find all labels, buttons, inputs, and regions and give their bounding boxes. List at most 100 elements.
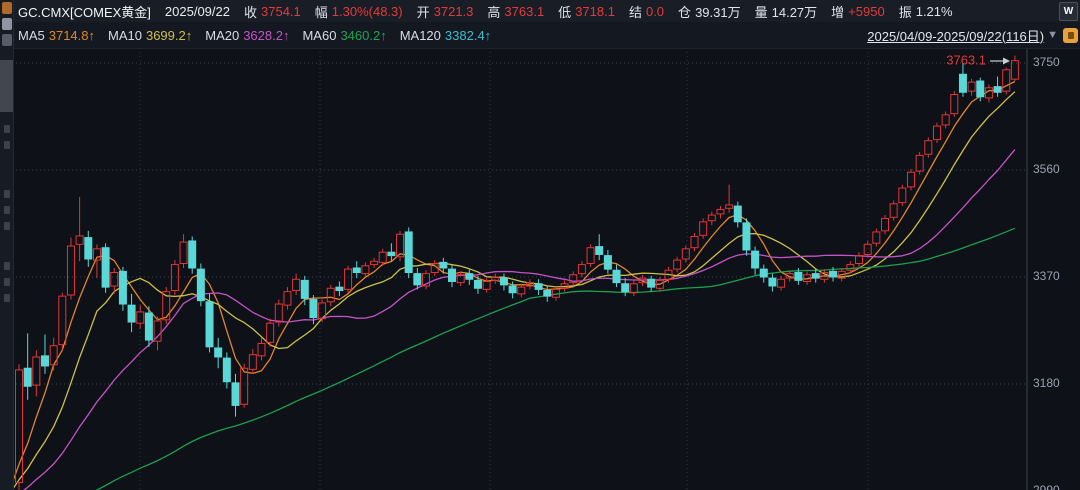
candle <box>803 274 812 283</box>
candle <box>274 303 283 323</box>
candle <box>335 286 344 292</box>
candle <box>66 245 75 296</box>
ma-legend-ma20: MA20 3628.2↑ <box>205 27 290 43</box>
candle <box>110 271 119 287</box>
candle <box>162 291 171 321</box>
candle <box>699 221 708 236</box>
quote-fields: 收 3754.1 幅 1.30%(48.3) 开 3721.3 高 3763.1 低 3718.1… <box>244 2 967 21</box>
app-logo-badge: W <box>1059 2 1078 21</box>
candle <box>560 283 569 289</box>
candle <box>898 187 907 204</box>
candle <box>690 235 699 249</box>
candle <box>84 237 93 260</box>
candle <box>612 269 621 284</box>
candle <box>551 288 560 298</box>
candle <box>855 255 864 264</box>
toolbar-icon-fragment-2[interactable] <box>2 18 12 30</box>
ma-legend: MA5 3714.8↑ MA10 3699.2↑ MA20 3628.2↑ MA60 3460… <box>18 28 504 43</box>
candle <box>49 345 58 366</box>
quote-field-结: 结 0.0 <box>628 3 665 20</box>
candle <box>751 250 760 269</box>
candle <box>136 311 145 324</box>
candle <box>318 302 327 320</box>
ma20-line <box>23 149 1016 490</box>
candle <box>525 282 534 287</box>
left-toolbar-strip[interactable] <box>0 0 14 490</box>
candle <box>422 273 431 287</box>
candle <box>863 243 872 255</box>
candle <box>673 259 682 270</box>
candle <box>733 205 742 223</box>
quote-date: 2025/09/22 <box>164 3 230 19</box>
candlestick-chart[interactable]: 3750 3560 3370 3180 2990 3763.1 <box>0 48 1080 490</box>
symbol-title: GC.CMX[COMEX黄金] <box>18 4 151 20</box>
toolbar-tab-fragment[interactable] <box>4 190 10 198</box>
date-range-selector[interactable]: 2025/04/09-2025/09/22(116日) <box>867 28 1045 44</box>
toolbar-icon-fragment-3[interactable] <box>2 34 12 46</box>
lock-icon[interactable] <box>1063 27 1078 43</box>
candle <box>32 356 41 386</box>
high-price-annotation: 3763.1 <box>946 52 986 67</box>
ma10-line <box>11 91 1016 490</box>
quote-field-仓: 仓 39.31万 <box>678 4 741 20</box>
toolbar-tab-fragment[interactable] <box>4 294 10 302</box>
y-axis-label: 3370 <box>1033 269 1060 283</box>
candle <box>846 264 855 271</box>
candle <box>396 233 405 258</box>
toolbar-tab-fragment[interactable] <box>4 206 10 214</box>
candle <box>629 283 638 294</box>
candle <box>725 204 734 209</box>
candle <box>906 171 915 188</box>
candle <box>75 235 84 245</box>
candle <box>188 240 197 269</box>
toolbar-tab-fragment[interactable] <box>4 141 10 149</box>
candle <box>638 277 647 284</box>
y-axis-label: 2990 <box>1033 483 1060 490</box>
candle <box>742 222 751 251</box>
candle <box>413 273 422 286</box>
candle <box>344 268 353 290</box>
candle <box>240 367 249 405</box>
candle <box>577 264 586 275</box>
candle <box>482 281 491 290</box>
toolbar-tab-fragment[interactable] <box>4 125 10 133</box>
candle <box>777 278 786 288</box>
candle <box>517 286 526 295</box>
candle <box>534 283 543 290</box>
candle <box>456 274 465 284</box>
candle <box>361 265 370 275</box>
quote-field-收: 收 3754.1 <box>243 3 301 20</box>
candle <box>309 299 318 319</box>
quote-field-开: 开 3721.3 <box>416 3 474 20</box>
quote-field-量: 量 14.27万 <box>754 4 818 20</box>
candle <box>231 382 240 406</box>
candle <box>664 269 673 280</box>
candle <box>655 279 664 289</box>
candle <box>976 80 985 98</box>
quote-header-bar: GC.CMX[COMEX黄金] 2025/09/22 收 3754.1 幅 1.30%… <box>13 0 1080 23</box>
candle <box>508 285 517 294</box>
candle <box>569 274 578 284</box>
y-axis-label: 3560 <box>1033 162 1060 176</box>
candle <box>647 278 656 288</box>
candle <box>716 208 725 215</box>
toolbar-selected-tab[interactable] <box>0 60 13 112</box>
candle <box>924 140 933 155</box>
ma-legend-bar: MA5 3714.8↑ MA10 3699.2↑ MA20 3628.2↑ MA60 3460… <box>13 22 1080 49</box>
candle <box>759 268 768 278</box>
toolbar-tab-fragment[interactable] <box>4 222 10 230</box>
toolbar-tab-fragment[interactable] <box>4 262 10 270</box>
candle <box>499 277 508 286</box>
candle <box>448 268 456 283</box>
toolbar-icon-fragment-1[interactable] <box>2 2 12 14</box>
candle <box>257 342 266 357</box>
candle <box>15 369 23 484</box>
ma-legend-ma10: MA10 3699.2↑ <box>108 27 193 43</box>
ma-legend-ma5: MA5 3714.8↑ <box>18 27 95 43</box>
candle <box>950 94 959 115</box>
quote-field-高: 高 3763.1 <box>487 3 545 20</box>
candle <box>465 273 474 280</box>
toolbar-tab-fragment[interactable] <box>4 278 10 286</box>
candle <box>473 279 482 289</box>
chevron-down-icon[interactable]: ▼ <box>1047 29 1058 41</box>
